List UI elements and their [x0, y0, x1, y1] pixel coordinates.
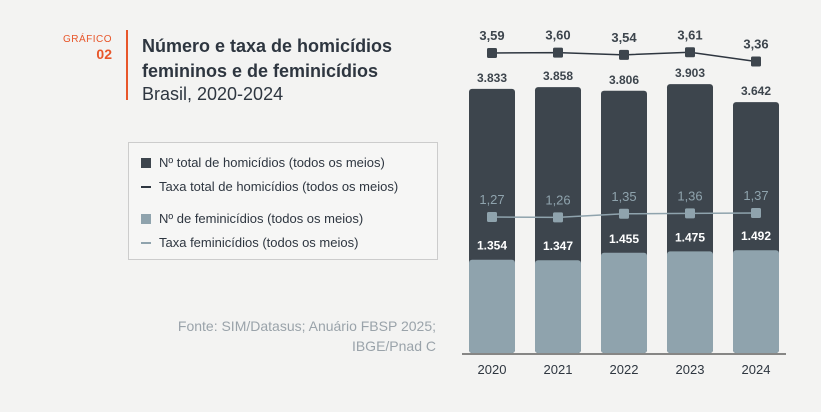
chart-number: 02 [96, 46, 112, 62]
bar-label-total: 3.833 [477, 71, 507, 85]
rate-feminicide-point [685, 208, 695, 219]
rate-total-point [685, 47, 695, 58]
bar-feminicides [469, 259, 515, 353]
legend-item: Nº de feminicídios (todos os meios) [141, 211, 363, 226]
chart-subtitle: Brasil, 2020-2024 [142, 84, 284, 104]
bar-feminicides [733, 250, 779, 353]
rate-total-point [487, 48, 497, 58]
bar-label-feminicides: 1.347 [543, 239, 573, 253]
x-tick-label: 2022 [610, 362, 639, 377]
rate-total-point [619, 49, 629, 60]
legend-label: Taxa total de homicídios (todos os meios… [159, 179, 399, 194]
light-line-icon [141, 241, 151, 244]
bar-label-feminicides: 1.354 [477, 239, 507, 253]
rate-total-label: 3,59 [479, 28, 504, 43]
rate-total-point [751, 56, 761, 67]
x-tick-label: 2020 [478, 362, 507, 377]
rate-feminicide-label: 1,37 [743, 188, 768, 203]
legend-item: Taxa total de homicídios (todos os meios… [141, 179, 398, 194]
rate-feminicide-point [619, 208, 629, 219]
dark-square-icon [141, 157, 151, 168]
x-tick-label: 2024 [742, 362, 771, 377]
bar-label-feminicides: 1.455 [609, 232, 639, 246]
legend-item: Nº total de homicídios (todos os meios) [141, 155, 385, 170]
rate-total-point [553, 47, 563, 58]
legend-label: Nº de feminicídios (todos os meios) [159, 211, 364, 226]
chart-label: GRÁFICO [62, 34, 112, 45]
legend-item: Taxa feminicídios (todos os meios) [141, 235, 358, 250]
bar-feminicides [535, 260, 581, 353]
bar-label-total: 3.903 [675, 66, 705, 80]
rate-feminicide-point [553, 212, 563, 223]
bar-feminicides [601, 252, 647, 353]
legend-label: Nº total de homicídios (todos os meios) [159, 155, 385, 170]
chart-title: Número e taxa de homicídios femininos e … [142, 36, 393, 81]
legend-label: Taxa feminicídios (todos os meios) [159, 235, 359, 250]
bar-label-feminicides: 1.475 [675, 230, 705, 244]
source-note: Fonte: SIM/Datasus; Anuário FBSP 2025; I… [177, 318, 436, 354]
rate-total-label: 3,60 [545, 28, 570, 43]
bar-label-total: 3.642 [741, 84, 771, 98]
rate-total-label: 3,54 [611, 30, 637, 45]
bar-label-feminicides: 1.492 [741, 229, 771, 243]
x-tick-label: 2023 [676, 362, 705, 377]
light-square-icon [141, 213, 151, 224]
rate-total-label: 3,36 [743, 37, 768, 52]
x-tick-label: 2021 [544, 362, 573, 377]
rate-feminicide-label: 1,27 [479, 192, 504, 207]
rate-feminicide-label: 1,36 [677, 188, 702, 203]
bar-label-total: 3.858 [543, 69, 573, 83]
rate-total-label: 3,61 [677, 27, 702, 42]
legend: Nº total de homicídios (todos os meios) … [128, 142, 438, 260]
dark-line-icon [141, 185, 151, 188]
bar-feminicides [667, 251, 713, 353]
rate-feminicide-point [751, 208, 761, 218]
rate-feminicide-point [487, 212, 497, 222]
rate-feminicide-label: 1,26 [545, 192, 570, 207]
bar-label-total: 3.806 [609, 73, 639, 87]
rate-feminicide-label: 1,35 [611, 189, 636, 204]
accent-divider [126, 30, 128, 100]
